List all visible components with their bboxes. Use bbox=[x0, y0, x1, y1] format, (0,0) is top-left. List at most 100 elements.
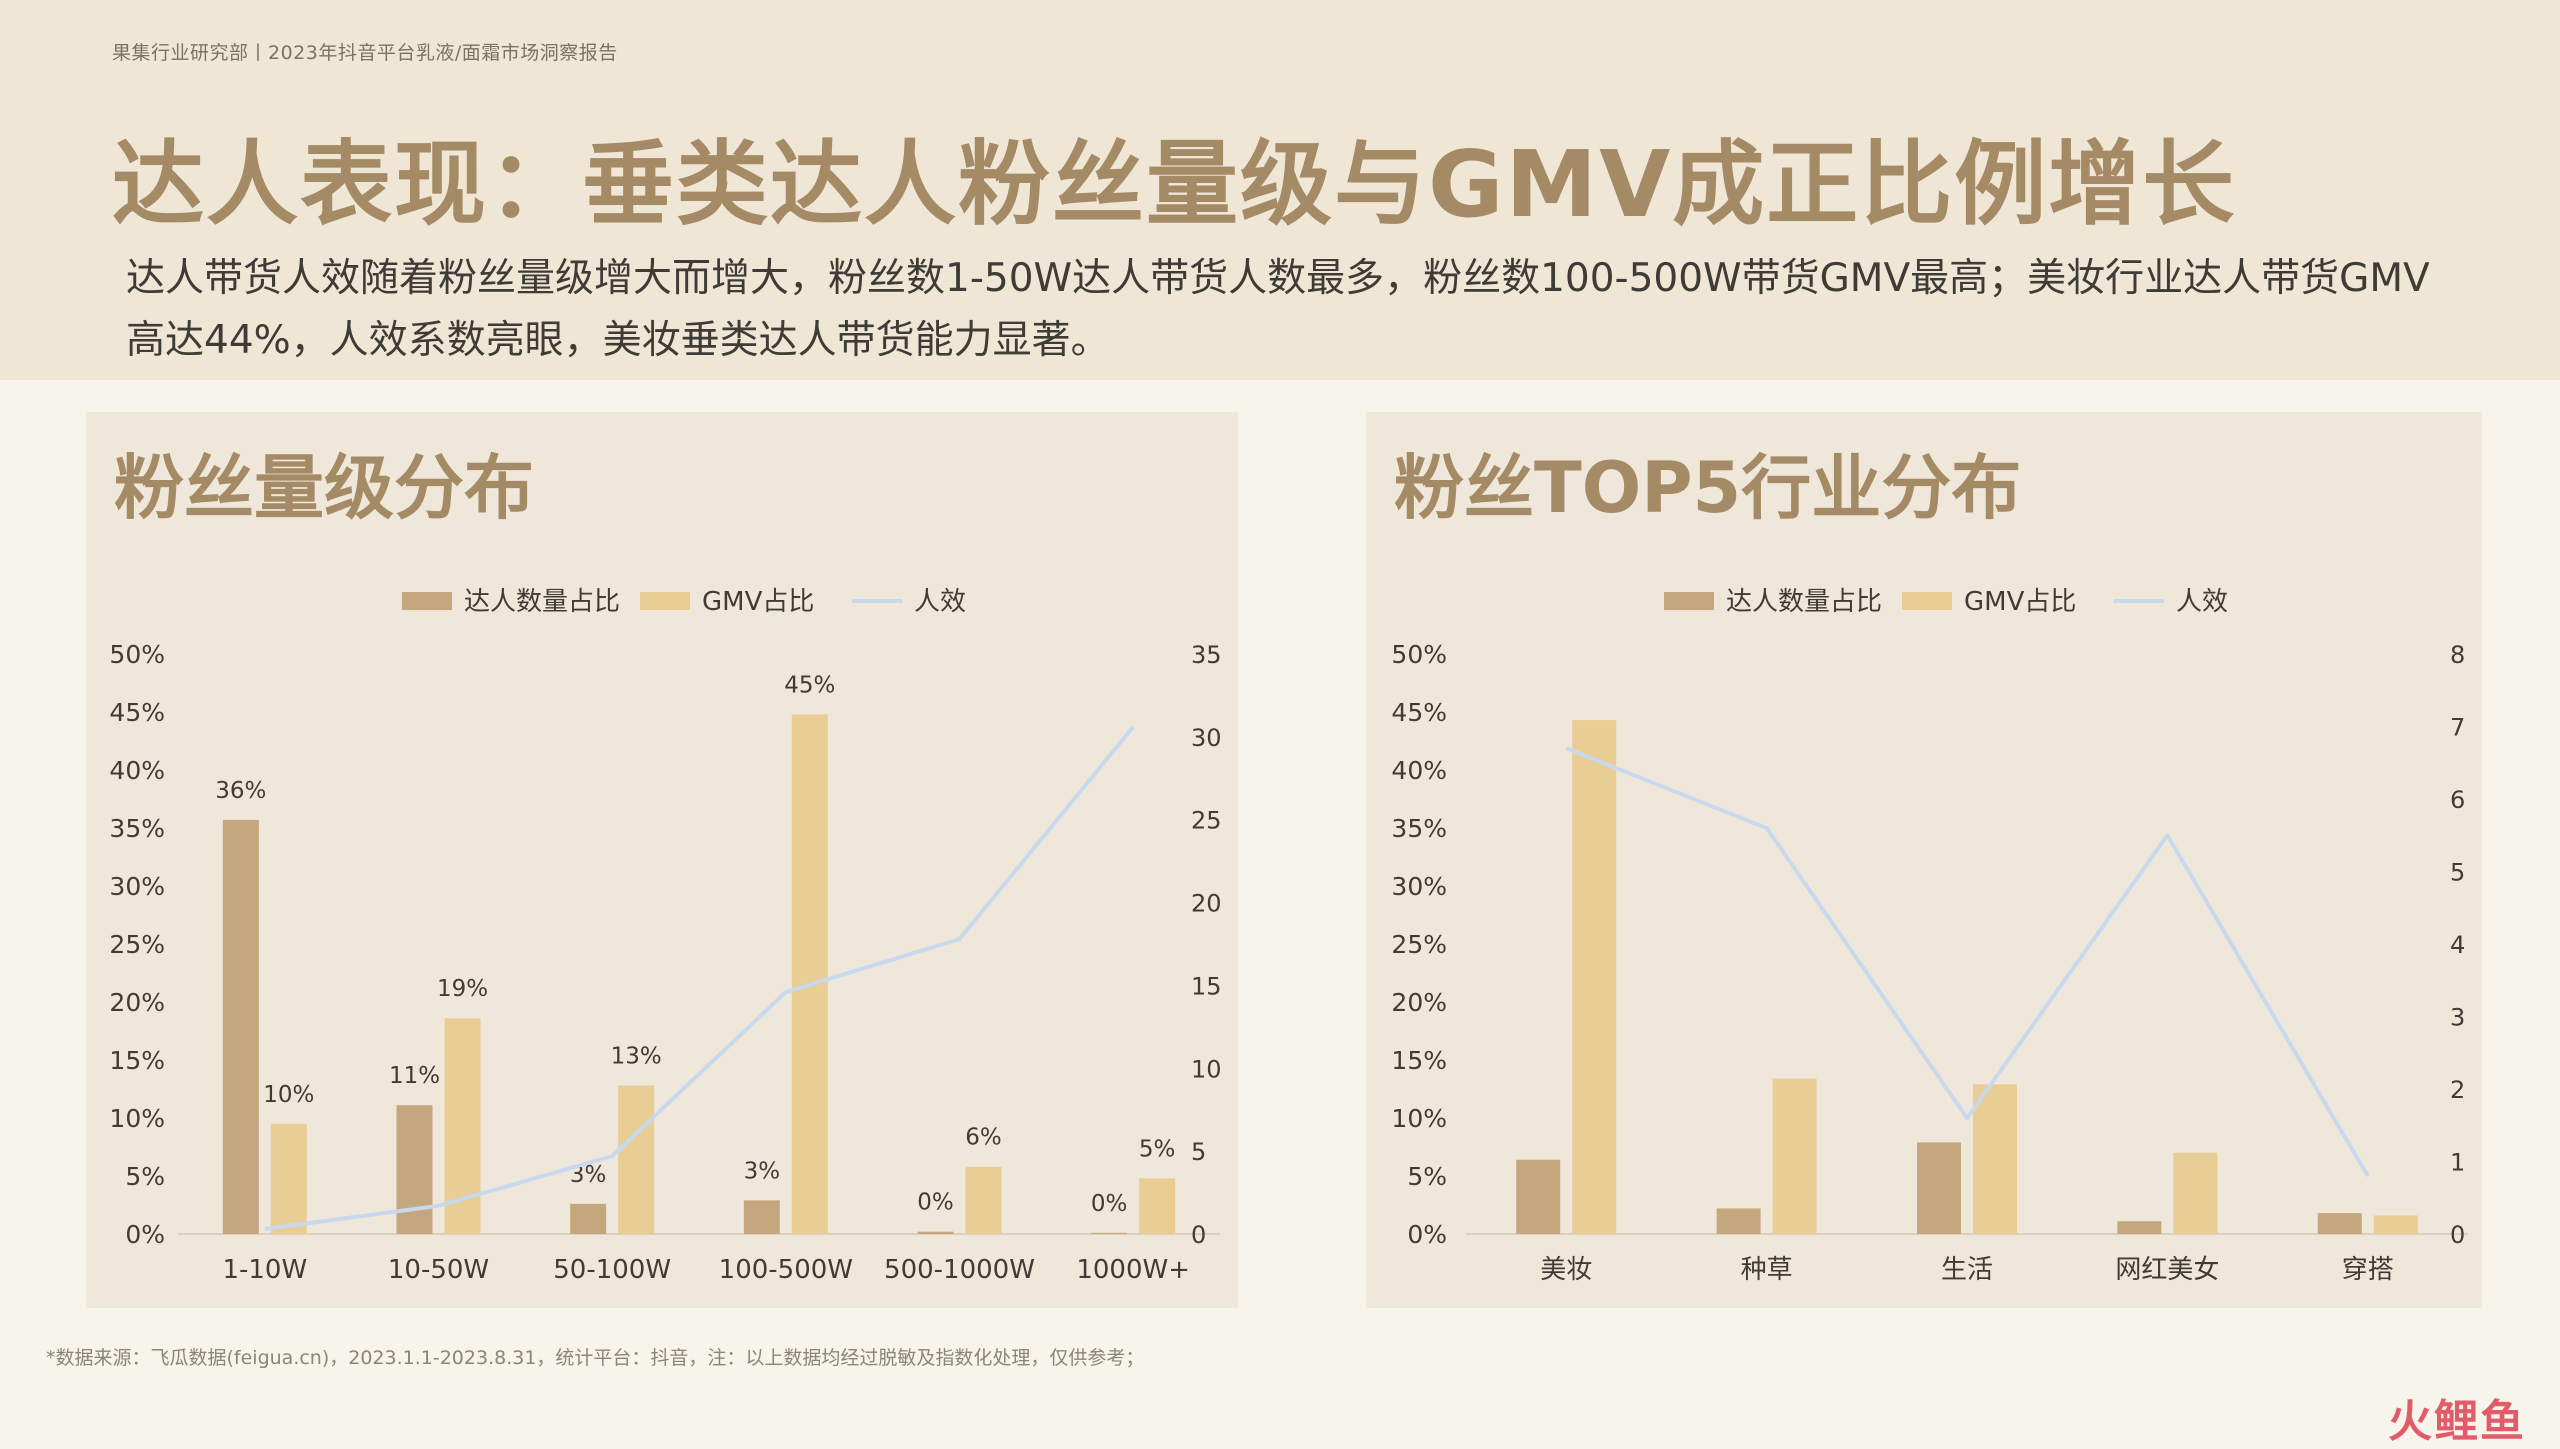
talent-share-bar bbox=[1917, 1142, 1961, 1234]
y-right-tick-label: 1 bbox=[2450, 1149, 2465, 1177]
bar-data-label: 3% bbox=[744, 1158, 781, 1184]
brand-logo: 火鲤鱼 bbox=[2388, 1396, 2526, 1447]
y-left-tick-label: 25% bbox=[1391, 930, 1447, 959]
y-left-tick-label: 50% bbox=[1391, 640, 1447, 669]
y-left-tick-label: 10% bbox=[109, 1104, 165, 1133]
talent-share-bar bbox=[1091, 1232, 1128, 1234]
y-right-tick-label: 10 bbox=[1191, 1055, 1222, 1083]
talent-share-bar bbox=[2317, 1213, 2362, 1234]
gmv-share-bar bbox=[2173, 1152, 2218, 1234]
y-right-tick-label: 6 bbox=[2450, 786, 2465, 814]
bar-data-label: 13% bbox=[611, 1044, 662, 1070]
talent-share-bar bbox=[743, 1200, 780, 1234]
y-right-tick-label: 0 bbox=[1191, 1221, 1206, 1249]
y-right-tick-label: 20 bbox=[1191, 890, 1222, 918]
y-left-tick-label: 5% bbox=[1407, 1162, 1447, 1191]
y-right-tick-label: 25 bbox=[1191, 807, 1222, 835]
industry-panel: 粉丝TOP5行业分布 0% 5% 10% 15% 20% 25% 30% 35% 40% 45% 5… bbox=[1366, 412, 2482, 1308]
y-left-tick-label: 15% bbox=[1391, 1046, 1447, 1075]
y-right-tick-label: 3 bbox=[2450, 1004, 2465, 1032]
x-category-label: 10-50W bbox=[388, 1255, 489, 1285]
x-category-label: 500-1000W bbox=[884, 1255, 1035, 1285]
gmv-share-bar bbox=[2373, 1215, 2418, 1234]
x-category-label: 1000W+ bbox=[1076, 1255, 1190, 1285]
header-band bbox=[0, 0, 2560, 380]
legend-label: GMV占比 bbox=[1964, 587, 2076, 617]
bar-data-label: 0% bbox=[1091, 1191, 1128, 1217]
gmv-share-bar bbox=[791, 714, 828, 1234]
y-right-tick-label: 5 bbox=[2450, 859, 2465, 887]
bar-data-label: 36% bbox=[215, 778, 266, 804]
y-right-tick-label: 30 bbox=[1191, 724, 1222, 752]
talent-share-bar bbox=[570, 1203, 607, 1234]
x-category-label: 穿搭 bbox=[2342, 1255, 2394, 1285]
page-subtitle: 达人带货人效随着粉丝量级增大而增大，粉丝数1-50W达人带货人数最多，粉丝数10… bbox=[126, 256, 2430, 363]
legend-label: 人效 bbox=[914, 587, 966, 617]
talent-share-bar bbox=[1516, 1159, 1561, 1234]
y-right-tick-label: 35 bbox=[1191, 641, 1222, 669]
fan-level-panel-title: 粉丝量级分布 bbox=[114, 447, 534, 529]
y-left-tick-label: 40% bbox=[1391, 756, 1447, 785]
y-left-tick-label: 45% bbox=[1391, 698, 1447, 727]
bar-data-label: 0% bbox=[917, 1190, 954, 1216]
gmv-share-bar bbox=[1139, 1178, 1176, 1234]
x-category-label: 生活 bbox=[1941, 1255, 1993, 1285]
y-right-tick-label: 8 bbox=[2450, 641, 2465, 669]
legend-bar-swatch bbox=[640, 592, 690, 610]
gmv-share-bar bbox=[1772, 1078, 1817, 1234]
gmv-share-bar bbox=[618, 1085, 655, 1234]
y-left-tick-label: 35% bbox=[109, 814, 165, 843]
bar-data-label: 11% bbox=[389, 1063, 440, 1089]
legend-label: 达人数量占比 bbox=[1726, 587, 1882, 617]
talent-share-bar bbox=[2117, 1221, 2162, 1234]
bar-data-label: 5% bbox=[1139, 1136, 1176, 1162]
x-category-label: 100-500W bbox=[719, 1255, 853, 1285]
gmv-share-bar bbox=[965, 1166, 1002, 1234]
x-category-label: 1-10W bbox=[222, 1255, 307, 1285]
y-left-tick-label: 10% bbox=[1391, 1104, 1447, 1133]
y-left-tick-label: 45% bbox=[109, 698, 165, 727]
legend-bar-swatch bbox=[1664, 592, 1714, 610]
y-right-tick-label: 7 bbox=[2450, 714, 2465, 742]
y-right-tick-label: 15 bbox=[1191, 972, 1222, 1000]
y-right-tick-label: 5 bbox=[1191, 1138, 1206, 1166]
legend-bar-swatch bbox=[402, 592, 452, 610]
y-left-tick-label: 30% bbox=[1391, 872, 1447, 901]
gmv-share-bar bbox=[1572, 720, 1617, 1234]
breadcrumb: 果集行业研究部丨2023年抖音平台乳液/面霜市场洞察报告 bbox=[112, 42, 618, 64]
y-left-tick-label: 50% bbox=[109, 640, 165, 669]
fan-level-panel: 粉丝量级分布 0% 5% 10% 15% 20% 25% 30% 35% 40% 45% 50% 0 5… bbox=[86, 412, 1238, 1308]
bar-data-label: 10% bbox=[263, 1082, 314, 1108]
x-category-label: 50-100W bbox=[553, 1255, 671, 1285]
legend-bar-swatch bbox=[1902, 592, 1952, 610]
y-left-tick-label: 5% bbox=[125, 1162, 165, 1191]
bar-data-label: 6% bbox=[965, 1125, 1002, 1151]
y-left-tick-label: 25% bbox=[109, 930, 165, 959]
industry-panel-title: 粉丝TOP5行业分布 bbox=[1394, 447, 2022, 529]
x-category-label: 美妆 bbox=[1540, 1255, 1592, 1285]
legend-label: 达人数量占比 bbox=[464, 587, 620, 617]
y-left-tick-label: 35% bbox=[1391, 814, 1447, 843]
y-left-tick-label: 15% bbox=[109, 1046, 165, 1075]
talent-share-bar bbox=[917, 1231, 954, 1234]
y-right-tick-label: 0 bbox=[2450, 1221, 2465, 1249]
y-left-tick-label: 30% bbox=[109, 872, 165, 901]
legend-label: GMV占比 bbox=[702, 587, 814, 617]
y-left-tick-label: 0% bbox=[125, 1220, 165, 1249]
y-left-tick-label: 40% bbox=[109, 756, 165, 785]
bar-data-label: 19% bbox=[437, 976, 488, 1002]
industry-chart: 0% 5% 10% 15% 20% 25% 30% 35% 40% 45% 50% 0 1 2 3 4 5 6 7 8… bbox=[1391, 587, 2468, 1285]
talent-share-bar bbox=[396, 1105, 433, 1234]
data-source-footnote: *数据来源：飞瓜数据(feigua.cn)，2023.1.1-2023.8.31… bbox=[46, 1347, 1145, 1369]
gmv-share-bar bbox=[1973, 1084, 2017, 1234]
fan-level-chart: 0% 5% 10% 15% 20% 25% 30% 35% 40% 45% 50% 0 5 10 15 20 2… bbox=[109, 587, 1222, 1285]
legend-label: 人效 bbox=[2176, 587, 2228, 617]
talent-share-bar bbox=[222, 819, 259, 1234]
x-category-label: 网红美女 bbox=[2115, 1255, 2219, 1285]
y-left-tick-label: 20% bbox=[109, 988, 165, 1017]
page-title: 达人表现：垂类达人粉丝量级与GMV成正比例增长 bbox=[112, 131, 2237, 238]
x-category-label: 种草 bbox=[1741, 1255, 1793, 1285]
talent-share-bar bbox=[1716, 1208, 1761, 1234]
y-left-tick-label: 20% bbox=[1391, 988, 1447, 1017]
gmv-share-bar bbox=[270, 1123, 307, 1234]
